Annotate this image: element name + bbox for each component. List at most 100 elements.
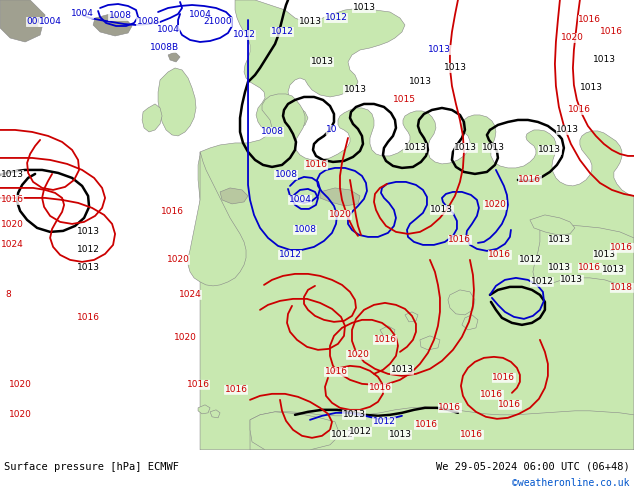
Polygon shape [168,52,180,62]
Text: 1016: 1016 [481,391,503,399]
Text: 1013: 1013 [77,264,100,272]
Text: 1016: 1016 [160,207,184,217]
Polygon shape [235,0,405,135]
Text: 1020: 1020 [347,350,370,359]
Text: 1013: 1013 [602,266,625,274]
Polygon shape [198,94,634,450]
Text: 1016: 1016 [448,235,472,245]
Text: 1016: 1016 [488,250,512,259]
Polygon shape [448,290,475,315]
Polygon shape [250,407,634,450]
Text: 1016: 1016 [373,335,396,344]
Text: 1016: 1016 [186,380,210,390]
Polygon shape [462,315,478,330]
Text: 1024: 1024 [179,291,202,299]
Text: 1013: 1013 [342,410,365,419]
Text: 1004: 1004 [188,10,212,20]
Text: 1012: 1012 [278,250,301,259]
Text: 10: 10 [327,125,338,134]
Text: 1020: 1020 [9,410,32,419]
Text: 1004: 1004 [288,196,311,204]
Text: 1012: 1012 [531,277,553,286]
Text: 1013: 1013 [344,85,366,95]
Text: 1013: 1013 [311,57,333,67]
Text: 1020: 1020 [174,333,197,343]
Polygon shape [142,104,162,132]
Text: 1013: 1013 [299,18,321,26]
Text: Surface pressure [hPa] ECMWF: Surface pressure [hPa] ECMWF [4,462,179,472]
Text: 1013: 1013 [77,227,100,236]
Polygon shape [530,215,575,235]
Text: 1020: 1020 [9,380,32,390]
Polygon shape [198,405,210,414]
Text: 1020: 1020 [167,255,190,265]
Text: 1013: 1013 [593,55,616,65]
Polygon shape [533,225,634,290]
Text: 1012: 1012 [519,255,541,265]
Text: 1008B: 1008B [150,44,179,52]
Text: 1016: 1016 [325,368,347,376]
Text: 1004: 1004 [70,9,94,19]
Polygon shape [278,140,295,158]
Text: 1016: 1016 [569,105,592,115]
Polygon shape [0,0,45,42]
Polygon shape [420,336,440,350]
Text: 1016: 1016 [493,373,515,382]
Text: 21000: 21000 [204,18,232,26]
Text: 1008: 1008 [275,171,297,179]
Text: 1012: 1012 [330,430,353,440]
Text: 1016: 1016 [415,420,437,429]
Text: 1013: 1013 [1,171,23,179]
Text: 1013: 1013 [580,83,604,93]
Text: 1016: 1016 [77,314,100,322]
Text: 1012: 1012 [233,30,256,40]
Text: 1013: 1013 [593,250,616,259]
Text: 1016: 1016 [368,383,391,392]
Text: 1013: 1013 [444,64,467,73]
Text: 1016: 1016 [578,264,602,272]
Text: 1020: 1020 [484,200,507,209]
Text: 1013: 1013 [403,144,427,152]
Text: 1013: 1013 [389,430,411,440]
Text: 1016: 1016 [304,160,328,170]
Text: 1016: 1016 [519,175,541,184]
Polygon shape [158,68,196,136]
Text: 1012: 1012 [349,427,372,436]
Text: 1008: 1008 [136,18,160,26]
Text: 1013: 1013 [560,275,583,284]
Text: 1016: 1016 [1,196,23,204]
Polygon shape [405,312,418,322]
Text: 1013: 1013 [538,146,561,154]
Text: 1016: 1016 [578,16,602,24]
Text: 1013: 1013 [391,366,413,374]
Text: 1013: 1013 [408,77,432,86]
Polygon shape [93,14,132,36]
Polygon shape [210,410,220,418]
Polygon shape [380,326,395,338]
Polygon shape [188,152,246,286]
Polygon shape [250,412,340,450]
Polygon shape [220,188,248,204]
Text: 1020: 1020 [328,210,351,220]
Text: 1012: 1012 [373,417,396,426]
Text: 1008: 1008 [294,225,316,234]
Text: 1016: 1016 [611,244,633,252]
Text: 1016: 1016 [460,430,484,440]
Text: 1013: 1013 [548,235,571,245]
Text: 1016: 1016 [498,400,521,409]
Text: 1016: 1016 [600,27,623,36]
Text: 1013: 1013 [353,3,375,13]
Text: 8: 8 [5,291,11,299]
Text: 1012: 1012 [325,14,347,23]
Text: 1013: 1013 [548,264,571,272]
Text: 1018: 1018 [611,283,633,293]
Text: 1013: 1013 [455,144,477,152]
Text: 1020: 1020 [560,33,583,43]
Text: 1004: 1004 [39,18,61,26]
Text: 1013: 1013 [482,144,505,152]
Polygon shape [320,188,360,206]
Text: 1004: 1004 [157,25,179,34]
Text: 1015: 1015 [392,96,415,104]
Text: 1012: 1012 [77,245,100,254]
Text: 1016: 1016 [224,385,247,394]
